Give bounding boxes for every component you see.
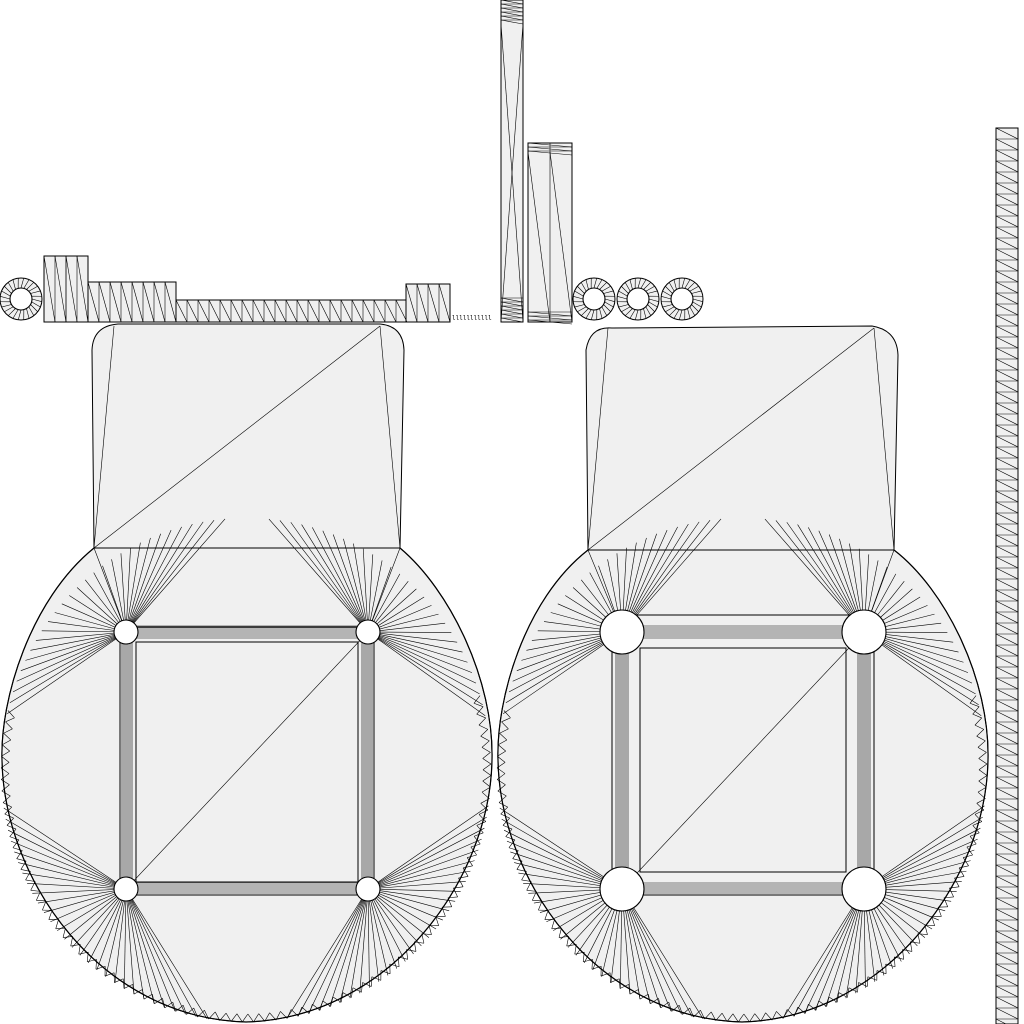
- right-hole-br: [841, 866, 887, 912]
- right-plate-tab: [585, 325, 899, 551]
- left-hole-bl: [113, 876, 139, 902]
- right-hole-tr: [841, 609, 887, 655]
- tiny-label: lllllllllll: [452, 315, 492, 322]
- left-plate-inner-frame-2: [135, 641, 359, 883]
- left-plate-island: [0, 323, 493, 1023]
- left-hole-tr: [355, 619, 381, 645]
- strip-islands: [43, 0, 573, 325]
- right-plate-rim: [497, 549, 989, 1023]
- ring-islands: [0, 277, 704, 321]
- vertical-strip-a: [500, 0, 524, 323]
- right-plate-island: [496, 325, 989, 1023]
- left-hole-br: [355, 876, 381, 902]
- left-plate-inner-frame: [119, 626, 375, 896]
- right-plate-inner-frame-2: [639, 647, 847, 873]
- left-plate-rim: [1, 547, 493, 1023]
- right-plate-inner-frame: [611, 614, 875, 896]
- right-plate-body: [497, 549, 989, 1023]
- tall-vertical-strip: [995, 127, 1019, 1024]
- right-hole-bl: [599, 866, 645, 912]
- left-plate-tab: [91, 323, 405, 549]
- left-hole-tl: [113, 619, 139, 645]
- right-hole-tl: [599, 609, 645, 655]
- tall-strip-body: [995, 127, 1019, 1024]
- left-plate-triangulation: [0, 325, 492, 1023]
